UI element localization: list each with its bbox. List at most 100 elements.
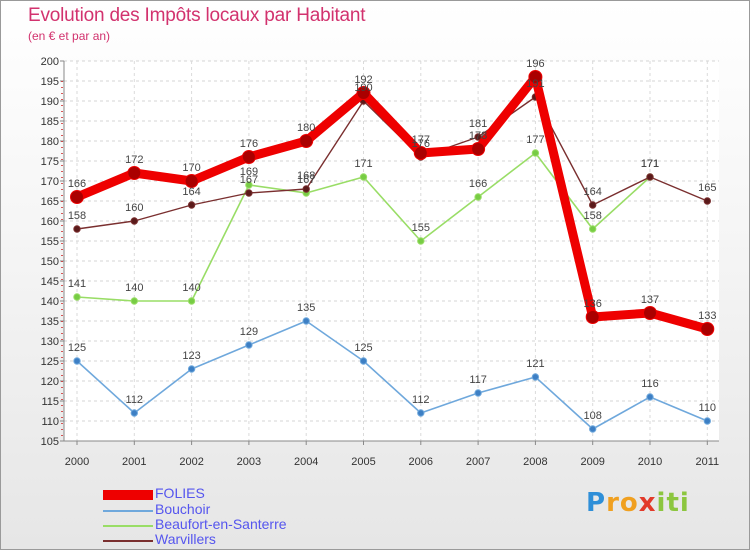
data-label-folies: 170 [182, 162, 200, 174]
data-point-warvillers [646, 173, 654, 181]
data-label-warvillers: 158 [68, 210, 86, 222]
x-tick-label: 2000 [65, 456, 89, 468]
data-label-warvillers: 176 [412, 138, 430, 150]
data-point-beaufort [359, 173, 368, 181]
data-label-warvillers: 164 [182, 186, 200, 198]
data-point-folies [299, 134, 314, 148]
data-point-beaufort [417, 237, 425, 245]
y-tick-label: 130 [41, 336, 59, 348]
data-point-folies [585, 310, 600, 324]
y-tick-label: 135 [41, 316, 59, 328]
data-point-beaufort [187, 297, 196, 305]
data-point-bouchoir [417, 409, 425, 417]
data-label-bouchoir: 108 [584, 410, 602, 422]
logo-letter: P [586, 488, 607, 518]
y-tick-label: 170 [41, 176, 59, 188]
data-point-warvillers [474, 133, 482, 141]
legend-label-beaufort: Beaufort-en-Santerre [155, 516, 287, 532]
x-tick-label: 2010 [638, 456, 662, 468]
data-point-folies [241, 150, 256, 164]
data-point-bouchoir [589, 425, 597, 433]
data-label-bouchoir: 135 [297, 302, 315, 314]
x-tick-label: 2009 [580, 456, 604, 468]
data-label-beaufort: 169 [240, 166, 258, 178]
y-tick-label: 200 [41, 56, 59, 68]
chart-subtitle: (en € et par an) [28, 29, 111, 43]
y-tick-label: 120 [41, 376, 59, 388]
data-point-warvillers [187, 201, 196, 209]
data-label-beaufort: 166 [469, 178, 487, 190]
data-point-folies [643, 306, 657, 320]
data-point-beaufort [130, 297, 139, 305]
y-tick-label: 160 [41, 216, 59, 228]
x-tick-label: 2007 [466, 456, 490, 468]
data-point-bouchoir [531, 373, 540, 381]
legend-label-bouchoir: Bouchoir [155, 501, 211, 517]
data-label-bouchoir: 117 [469, 374, 487, 386]
data-point-bouchoir [646, 393, 654, 401]
legend-swatch-warvillers [103, 540, 153, 542]
y-tick-label: 115 [41, 396, 59, 408]
data-label-beaufort: 171 [641, 158, 659, 170]
data-label-bouchoir: 116 [641, 378, 659, 390]
data-point-warvillers [73, 225, 81, 233]
data-label-bouchoir: 112 [126, 394, 144, 406]
data-point-warvillers [703, 197, 711, 205]
data-point-folies [413, 146, 428, 160]
data-label-warvillers: 165 [698, 182, 716, 194]
data-point-bouchoir [73, 357, 81, 365]
data-point-folies [356, 86, 371, 100]
y-tick-label: 180 [41, 136, 59, 148]
data-label-beaufort: 155 [412, 222, 430, 234]
x-tick-label: 2006 [409, 456, 433, 468]
data-label-folies: 137 [641, 294, 659, 306]
data-label-folies: 133 [698, 310, 716, 322]
data-label-folies: 172 [125, 154, 143, 166]
data-point-bouchoir [187, 365, 196, 373]
data-point-folies [528, 70, 543, 84]
x-tick-label: 2002 [179, 456, 203, 468]
data-point-warvillers [245, 189, 253, 197]
y-tick-label: 145 [41, 276, 59, 288]
series-line-folies [72, 72, 712, 334]
y-tick-label: 155 [41, 236, 59, 248]
x-tick-label: 2005 [351, 456, 375, 468]
data-point-folies [184, 174, 199, 188]
logo-letter: o [619, 488, 639, 518]
data-point-bouchoir [245, 341, 253, 349]
data-label-beaufort: 141 [68, 278, 86, 290]
y-tick-label: 105 [41, 436, 59, 448]
data-label-warvillers: 181 [469, 118, 487, 130]
data-label-beaufort: 140 [125, 282, 143, 294]
data-label-bouchoir: 121 [526, 358, 544, 370]
data-label-warvillers: 191 [526, 78, 544, 90]
data-label-folies: 192 [354, 74, 372, 86]
data-label-bouchoir: 125 [354, 342, 372, 354]
legend-swatch-bouchoir [103, 510, 153, 512]
y-tick-label: 185 [41, 116, 59, 128]
data-point-folies [700, 322, 715, 336]
data-label-folies: 196 [526, 58, 544, 70]
y-tick-label: 110 [41, 416, 59, 428]
data-label-folies: 176 [240, 138, 258, 150]
chart-title: Evolution des Impôts locaux par Habitant [28, 5, 366, 26]
legend-swatch-beaufort [103, 525, 153, 527]
data-point-bouchoir [474, 389, 482, 397]
data-point-bouchoir [359, 357, 368, 365]
x-tick-label: 2001 [122, 456, 146, 468]
data-point-bouchoir [130, 409, 139, 417]
logo-letter: t [666, 488, 680, 518]
data-label-warvillers: 160 [125, 202, 143, 214]
data-label-warvillers: 164 [584, 186, 602, 198]
legend-label-folies: FOLIES [155, 485, 205, 501]
data-label-bouchoir: 125 [68, 342, 86, 354]
data-point-bouchoir [703, 417, 711, 425]
data-point-beaufort [474, 193, 482, 201]
data-point-folies [70, 190, 84, 204]
data-label-beaufort: 158 [584, 210, 602, 222]
data-label-folies: 136 [584, 298, 602, 310]
data-label-beaufort: 171 [354, 158, 372, 170]
y-tick-label: 175 [41, 156, 59, 168]
